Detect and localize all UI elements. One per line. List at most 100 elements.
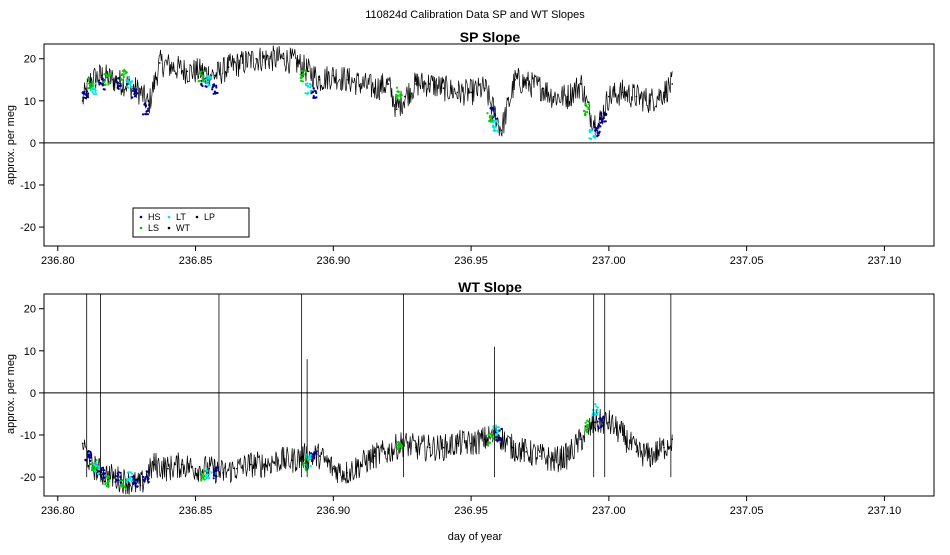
wt-lt-cluster [205,467,213,480]
sp-hs-point [132,89,135,92]
sp-hs-point [83,90,86,93]
sp-ls-point [301,69,304,73]
sp-hs-point [98,83,101,86]
sp-hs-point [493,112,496,115]
sp-ls-point [107,82,110,85]
sp-wt-point [428,83,431,85]
legend-box [132,207,250,238]
sp-ls-point [585,105,588,108]
sp-lt-point [129,83,132,86]
sp-hs-point [132,87,136,90]
wt-ls-point [200,470,203,473]
sp-ls-point [122,76,125,79]
sp-lt-point [308,86,311,89]
sp-wt-point [671,83,674,85]
wt-lt-cluster [591,403,600,417]
wt-lt-point [496,429,499,432]
sp-x-tick-label: 236.95 [454,255,488,267]
sp-ls-point [586,111,589,114]
sp-hs-point [204,85,207,88]
wt-lt-cluster [125,471,134,484]
wt-ls-cluster [487,432,495,445]
wt-hs-point [147,480,150,484]
wt-lt-point [129,475,132,479]
wt-ls-point [108,475,111,478]
sp-lt-point [210,77,213,81]
sp-lt-point [594,132,597,135]
wt-ls-point [585,428,588,431]
wt-hs-point [88,459,92,462]
sp-hs-point [102,88,105,91]
sp-ls-point [91,82,94,85]
wt-hs-point [599,417,602,420]
sp-ls-cluster [197,69,206,83]
legend-label-lt: LT [176,212,186,222]
wt-hs-point [114,480,117,483]
wt-hs-point [89,456,92,459]
wt-x-tick-label: 236.95 [454,505,488,517]
sp-hs-point [597,123,601,126]
wt-lt-point [495,425,498,428]
wt-ls-point [396,444,399,447]
wt-hs-point [602,416,605,419]
wt-lt-point [494,433,497,436]
sp-lt-point [304,92,307,95]
wt-lt-point [208,470,211,473]
wt-ls-point [201,475,204,478]
wt-ls-point [105,484,108,488]
sp-hs-point [87,92,90,95]
wt-lt-point [125,480,128,484]
wt-lt-point [97,472,100,475]
sp-ls-point [89,86,92,89]
sp-hs-point [201,84,204,88]
wt-x-tick-label: 237.00 [592,505,626,517]
wt-wt-point [180,463,183,466]
sp-lt-point [130,80,133,83]
sp-y-tick-label: -20 [20,222,36,234]
wt-hs-point [89,454,92,457]
sp-lt-cluster [89,82,98,96]
wt-ls-cluster [395,440,404,451]
sp-ls-point [584,103,587,106]
wt-lt-point [496,431,499,434]
sp-lt-point [590,129,594,132]
sp-lt-point [492,121,495,124]
sp-hs-point [116,84,120,88]
wt-wt-point [81,442,84,445]
sp-hs-cluster [599,111,608,124]
sp-ls-point [103,73,106,76]
wt-ls-point [396,448,399,451]
wt-wt-point [167,467,169,470]
wt-wt-point [621,434,624,436]
sp-wt-point [186,70,189,73]
wt-wt-point [249,463,252,466]
sp-hs-point [115,80,118,83]
wt-wt-point [373,455,376,457]
sp-slope-marks [44,45,934,144]
sp-ls-point [91,80,94,83]
figure-suptitle: 110824d Calibration Data SP and WT Slope… [365,9,585,21]
sp-ls-cluster [120,68,128,81]
sp-hs-cluster [114,77,122,90]
sp-lt-point [206,77,209,80]
sp-hs-point [603,120,606,123]
wt-wt-point [566,455,569,457]
wt-hs-point [119,476,122,479]
sp-hs-point [215,86,218,89]
sp-lt-cluster [304,82,312,96]
legend-label-ls: LS [148,223,159,233]
wt-wt-point [236,467,238,470]
wt-ls-point [397,442,400,445]
sp-wt-point [500,129,503,132]
wt-ls-point [91,467,94,471]
sp-lt-point [493,128,496,131]
sp-ls-point [124,70,127,73]
wt-hs-point [103,476,106,479]
sp-ls-point [399,93,402,96]
sp-hs-point [82,96,86,99]
wt-hs-point [212,477,215,480]
wt-hs-point [89,451,92,454]
wt-ls-point [490,435,493,438]
sp-wt-point [514,78,516,81]
sp-slope-title: SP Slope [460,29,521,45]
